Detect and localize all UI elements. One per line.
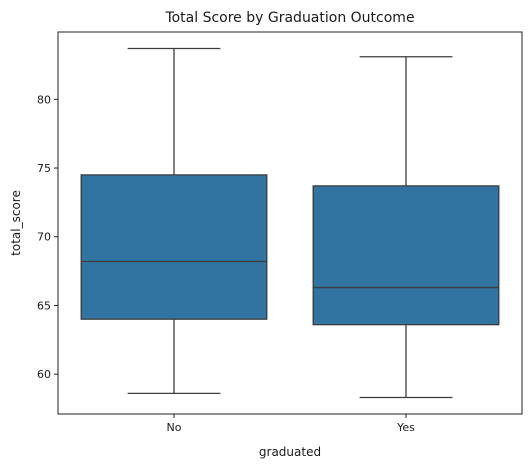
box-yes (312, 56, 500, 399)
plot-frame (57, 31, 523, 415)
iqr-box (312, 185, 500, 326)
y-tick-label: 60 (37, 368, 51, 381)
x-tick-label: No (167, 421, 182, 434)
x-axis: No Yes (167, 414, 415, 434)
y-tick-label: 75 (37, 162, 51, 175)
y-axis-label: total_score (9, 190, 23, 256)
y-tick-label: 80 (37, 93, 51, 106)
box-no (80, 47, 268, 395)
iqr-box (80, 174, 268, 320)
x-axis-label: graduated (259, 445, 321, 459)
y-tick-label: 70 (37, 231, 51, 244)
plot-area (57, 31, 523, 415)
y-tick-label: 65 (37, 299, 51, 312)
x-tick-label: Yes (396, 421, 415, 434)
chart-title: Total Score by Graduation Outcome (164, 10, 414, 26)
y-axis: 60 65 70 75 80 (37, 93, 58, 381)
